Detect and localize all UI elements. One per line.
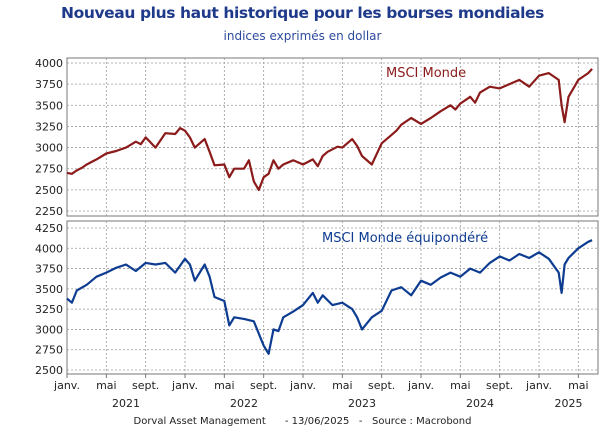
y-tick-label: 2500 bbox=[35, 184, 63, 197]
x-tick-label: sept. bbox=[250, 379, 277, 392]
x-tick-label: janv. bbox=[53, 379, 80, 392]
x-year-label: 2022 bbox=[230, 397, 258, 410]
x-tick-label: janv. bbox=[525, 379, 552, 392]
panel-msci-world-equal-weight: 2500 2750 3000 3250 3500 3750 4000 4250 MSCI Mon… bbox=[35, 220, 599, 377]
x-tick-label: mai bbox=[214, 379, 235, 392]
y-tick-label: 4000 bbox=[35, 242, 63, 255]
y-tick-label: 3750 bbox=[35, 78, 63, 91]
x-tick-label: sept. bbox=[486, 379, 513, 392]
x-year-label: 2021 bbox=[112, 397, 140, 410]
x-tick-label: sept. bbox=[368, 379, 395, 392]
x-axis: janv. mai sept. janv. mai sept. janv. mai sept. j… bbox=[53, 374, 589, 410]
panel-frame bbox=[66, 220, 599, 375]
y-tick-label: 4000 bbox=[35, 57, 63, 70]
x-tick-label: janv. bbox=[407, 379, 434, 392]
x-year-label: 2024 bbox=[466, 397, 494, 410]
series-label-msci-world: MSCI Monde bbox=[386, 66, 466, 81]
y-tick-label: 2750 bbox=[35, 344, 63, 357]
x-year-label: 2025 bbox=[555, 397, 583, 410]
chart-footer-source: Dorval Asset Management - 13/06/2025 - S… bbox=[133, 416, 472, 427]
panel-msci-world: 2250 2500 2750 3000 3250 3500 3750 4000 MSCI Mon… bbox=[35, 57, 599, 218]
x-tick-label: mai bbox=[450, 379, 471, 392]
y-tick-label: 3000 bbox=[35, 323, 63, 336]
y-tick-label: 2500 bbox=[35, 364, 63, 377]
y-tick-label: 3250 bbox=[35, 120, 63, 133]
y-tick-label: 3500 bbox=[35, 99, 63, 112]
chart-subtitle: indices exprimés en dollar bbox=[223, 29, 382, 43]
y-tick-label: 2250 bbox=[35, 205, 63, 218]
x-tick-label: mai bbox=[96, 379, 117, 392]
series-line-msci-world-ew bbox=[66, 239, 593, 355]
y-tick-label: 3750 bbox=[35, 263, 63, 276]
chart-title: Nouveau plus haut historique pour les bo… bbox=[61, 4, 544, 22]
y-tick-label: 3500 bbox=[35, 283, 63, 296]
series-line-msci-world bbox=[66, 68, 593, 191]
y-tick-label: 2750 bbox=[35, 163, 63, 176]
x-tick-label: janv. bbox=[171, 379, 198, 392]
panel-frame bbox=[66, 57, 599, 217]
x-year-label: 2023 bbox=[348, 397, 376, 410]
x-tick-label: sept. bbox=[132, 379, 159, 392]
x-tick-label: janv. bbox=[289, 379, 316, 392]
x-tick-label: mai bbox=[568, 379, 589, 392]
y-tick-label: 4250 bbox=[35, 222, 63, 235]
series-label-msci-world-ew: MSCI Monde équipondéré bbox=[322, 231, 488, 246]
y-tick-label: 3000 bbox=[35, 142, 63, 155]
y-tick-label: 3250 bbox=[35, 303, 63, 316]
x-tick-label: mai bbox=[332, 379, 353, 392]
